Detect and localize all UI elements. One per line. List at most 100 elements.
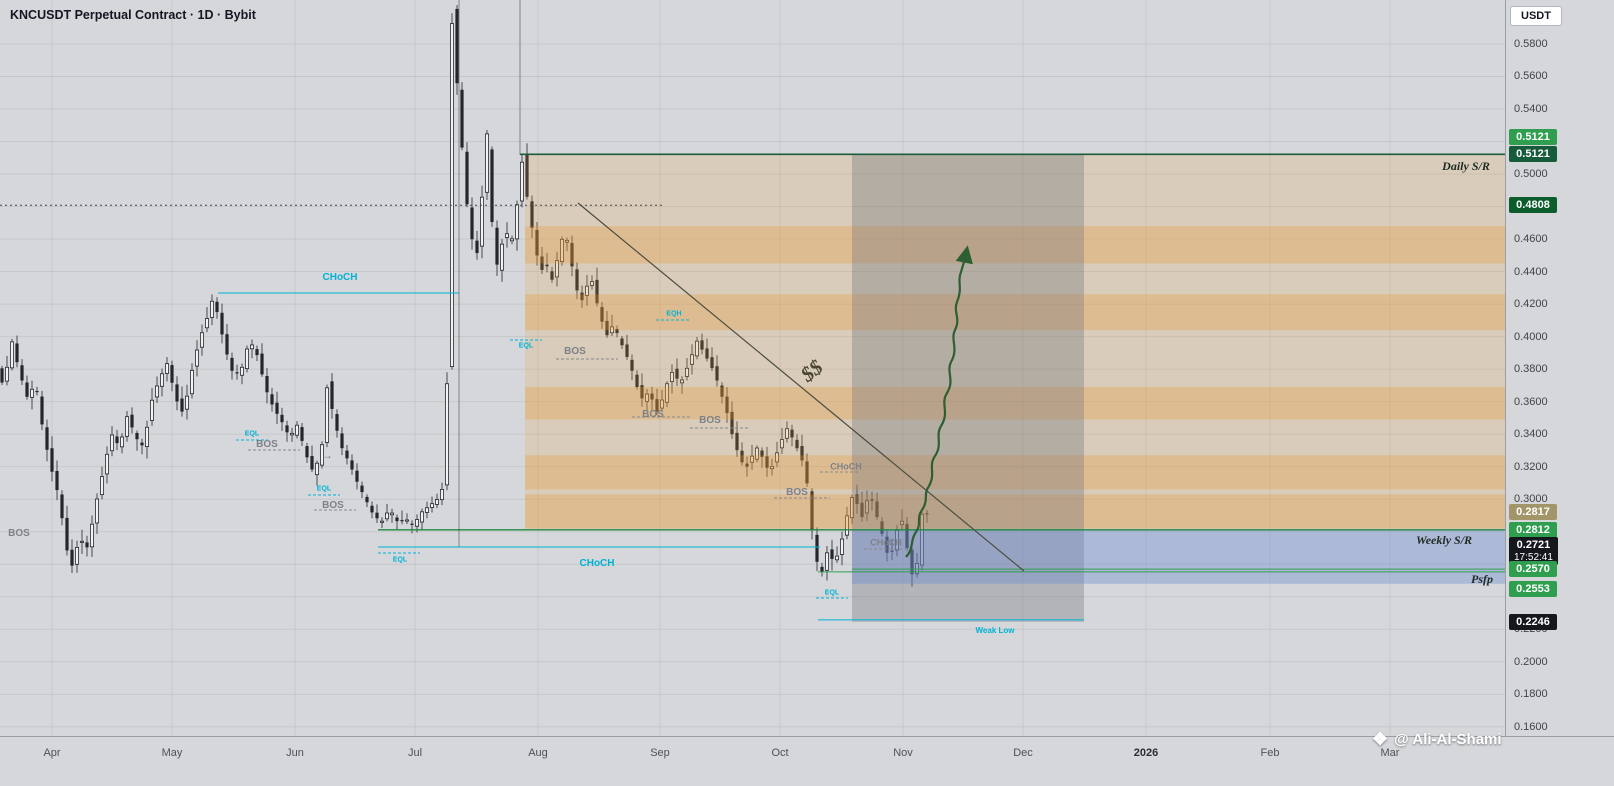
candle-body	[144, 426, 149, 447]
annotation-choch-lower[interactable]: CHoCH	[579, 558, 615, 569]
price-label-02812[interactable]: 0.2812	[1509, 521, 1557, 538]
supply-stripe-2[interactable]	[525, 294, 1505, 331]
candle-body	[815, 534, 819, 562]
annotation-bos-4[interactable]: BOS	[564, 346, 586, 357]
supply-zone-main[interactable]	[525, 154, 1505, 530]
candle-body	[439, 489, 444, 501]
price-label-05121-a[interactable]: 0.5121	[1509, 129, 1557, 146]
candle-body	[800, 446, 804, 461]
candle-body	[475, 240, 479, 254]
candle-body	[194, 349, 199, 367]
candle-body	[395, 517, 399, 522]
candle-body	[0, 368, 4, 383]
candle-body	[470, 207, 474, 240]
price-label-02246[interactable]: 0.2246	[1509, 613, 1557, 630]
time-highlight-band[interactable]	[852, 154, 1084, 622]
current-price-label[interactable]: 0.2721 17:52:41	[1509, 536, 1558, 565]
annotation-eql-2[interactable]: EQL	[316, 485, 332, 493]
price-axis[interactable]: USDT 0.5800 0.5600 0.5400 0.5000 0.4600 0.440…	[1505, 0, 1614, 736]
candle-body	[820, 566, 824, 572]
price-label-02553[interactable]: 0.2553	[1509, 580, 1557, 597]
candle-body	[345, 450, 349, 459]
weekly-demand-zone[interactable]	[852, 529, 1505, 584]
annotation-weak-low[interactable]: Weak Low	[975, 626, 1015, 635]
candle-body	[319, 444, 324, 466]
candle-body	[175, 384, 179, 402]
candle-body	[710, 357, 714, 369]
supply-stripe-5[interactable]	[525, 494, 1505, 529]
annotation-arrow-note[interactable]: →	[321, 448, 333, 462]
price-label-02817[interactable]: 0.2817	[1509, 503, 1557, 520]
annotation-bos-2[interactable]: BOS	[256, 439, 278, 450]
time-tick-label: Apr	[43, 747, 61, 759]
candle-body	[189, 369, 194, 395]
price-label-04808[interactable]: 0.4808	[1509, 197, 1557, 214]
price-label-05121-b[interactable]: 0.5121	[1509, 146, 1557, 163]
supply-stripe-3[interactable]	[525, 387, 1505, 420]
candle-body	[504, 233, 509, 238]
candle-body	[750, 455, 755, 463]
candle-body	[785, 428, 790, 439]
annotation-bos-7[interactable]: BOS	[786, 487, 808, 498]
candle-body	[875, 501, 879, 518]
candle-body	[499, 243, 504, 271]
label-psfp[interactable]: Psfp	[1471, 572, 1493, 586]
annotation-bos-6[interactable]: BOS	[699, 415, 721, 426]
candle-body	[384, 512, 389, 520]
descending-trendline[interactable]	[577, 202, 1025, 572]
price-tick-label: 0.4200	[1514, 298, 1548, 311]
supply-stripe-1[interactable]	[525, 226, 1505, 264]
bullish-projection-arrow[interactable]	[905, 245, 973, 558]
annotation-eqh[interactable]: EQH	[666, 310, 682, 318]
label-weekly-sr[interactable]: Weekly S/R	[1415, 533, 1473, 547]
candle-body	[270, 394, 274, 405]
annotation-bos-5[interactable]: BOS	[642, 409, 664, 420]
price-tick-label: 0.4600	[1514, 233, 1548, 246]
annotation-choch-upper[interactable]: CHoCH	[322, 272, 358, 283]
annotation-eql-1[interactable]: EQL	[244, 430, 260, 438]
candle-body	[35, 390, 39, 393]
label-daily-sr[interactable]: Daily S/R	[1442, 159, 1490, 173]
candle-body	[260, 353, 264, 375]
symbol-title[interactable]: KNCUSDT Perpetual Contract · 1D · Bybit	[10, 8, 256, 22]
annotation-choch-gray-2[interactable]: CHoCH	[870, 537, 902, 548]
candle-body	[244, 348, 249, 369]
candle-body	[330, 381, 334, 409]
price-tick-label: 0.4400	[1514, 265, 1548, 278]
candle-body	[770, 466, 775, 470]
candle-body	[265, 375, 269, 393]
time-tick-label: Nov	[893, 747, 913, 759]
chart-canvas[interactable]	[0, 0, 1505, 736]
candle-body	[725, 396, 729, 414]
candle-body	[484, 133, 489, 193]
candle-body	[130, 414, 134, 428]
candle-body	[565, 239, 570, 243]
supply-stripe-4[interactable]	[525, 455, 1505, 490]
candle-body	[805, 461, 809, 484]
annotation-bos-1[interactable]: BOS	[8, 528, 30, 539]
candle-body	[300, 427, 304, 441]
candle-body	[790, 429, 794, 438]
price-label-02570[interactable]: 0.2570	[1509, 561, 1557, 578]
candle-body	[685, 367, 690, 377]
currency-unit-button[interactable]: USDT	[1510, 6, 1562, 26]
candle-body	[905, 523, 909, 548]
candle-body	[620, 338, 624, 346]
time-tick-label: Dec	[1013, 747, 1033, 759]
annotation-choch-gray-1[interactable]: CHoCH	[830, 461, 862, 472]
candle-body	[730, 411, 734, 435]
annotation-eql-4[interactable]: EQL	[518, 342, 534, 350]
candle-body	[120, 436, 125, 448]
time-axis[interactable]: Apr May Jun Jul Aug Sep Oct Nov Dec 2026 Feb Mar	[0, 736, 1614, 786]
candle-body	[735, 432, 739, 451]
annotation-eql-5[interactable]: EQL	[824, 589, 840, 597]
annotations-layer: CHoCH CHoCH EQL EQL EQL EQL EQL EQH Weak Low BOS B…	[8, 159, 1493, 635]
candle-body	[535, 229, 539, 256]
annotation-eql-3[interactable]: EQL	[392, 556, 408, 564]
candle-body	[775, 452, 780, 463]
candle-body	[630, 359, 634, 371]
candle-body	[465, 151, 469, 205]
candle-body	[490, 149, 494, 222]
annotation-bos-3[interactable]: BOS	[322, 500, 344, 511]
candle-body	[80, 540, 85, 543]
